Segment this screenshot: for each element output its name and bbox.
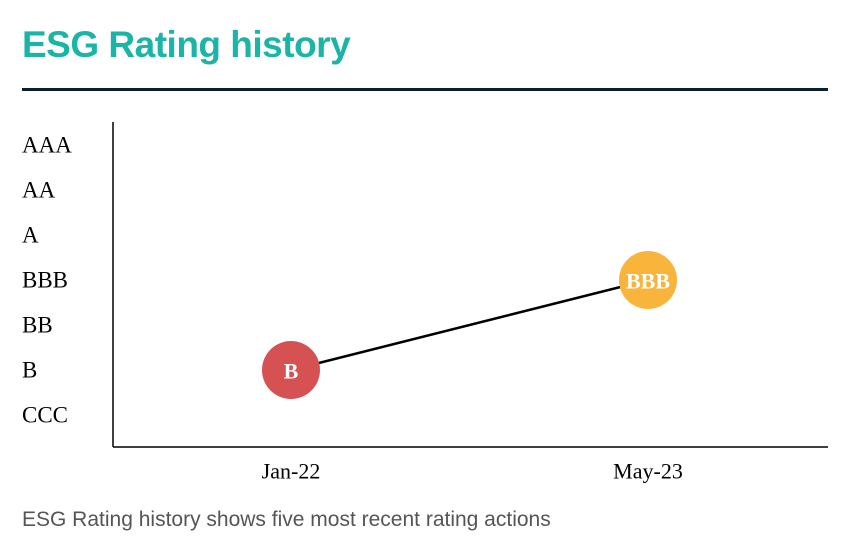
x-axis-tick-labels: Jan-22 May-23 (262, 459, 683, 484)
y-tick-label-a: A (22, 223, 39, 248)
y-tick-label-b: B (22, 358, 37, 383)
series-line (290, 278, 649, 372)
x-tick-label-jan-22: Jan-22 (262, 459, 321, 484)
y-tick-label-bbb: BBB (22, 268, 68, 293)
rating-point-label-may-23: BBB (626, 269, 670, 294)
chart-caption: ESG Rating history shows five most recen… (22, 508, 551, 531)
rating-point-label-jan-22: B (284, 359, 299, 384)
y-tick-label-ccc: CCC (22, 403, 68, 428)
rating-point-jan-22 (262, 341, 320, 399)
y-tick-label-aaa: AAA (22, 133, 72, 158)
y-tick-label-aa: AA (22, 178, 56, 203)
x-tick-label-may-23: May-23 (613, 459, 683, 484)
title-divider (22, 88, 828, 91)
rating-point-may-23 (619, 251, 677, 309)
y-tick-label-bb: BB (22, 313, 53, 338)
page-title: ESG Rating history (22, 24, 351, 65)
